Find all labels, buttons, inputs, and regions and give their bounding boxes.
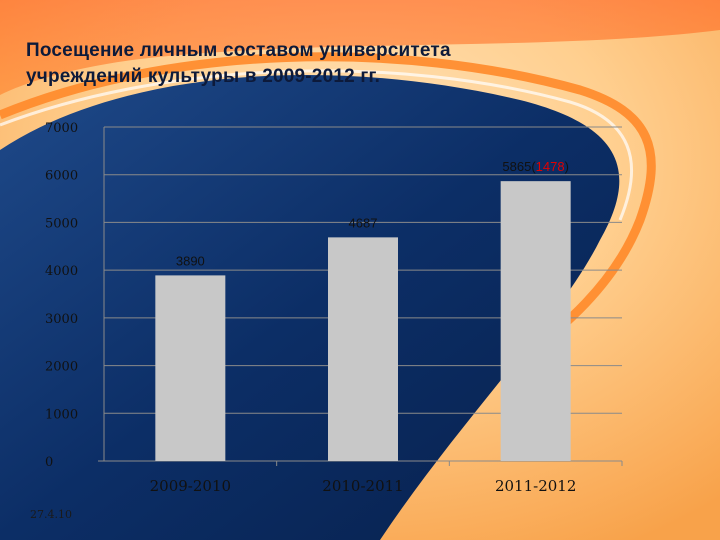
y-tick-label: 6000 xyxy=(45,169,78,184)
data-label: 4687 xyxy=(349,215,378,230)
y-tick-label: 1000 xyxy=(45,407,78,422)
title-line-2: учреждений культуры в 2009-2012 гг. xyxy=(26,66,381,87)
x-tick-label: 2011-2012 xyxy=(495,477,576,495)
y-tick-label: 4000 xyxy=(45,264,78,279)
y-tick-label: 3000 xyxy=(45,312,78,327)
bar xyxy=(500,181,571,462)
data-label: 3890 xyxy=(176,253,205,268)
data-label-highlight: 1478 xyxy=(536,159,565,174)
slide-title: Посещение личным составом университета у… xyxy=(26,38,686,90)
title-line-1: Посещение личным составом университета xyxy=(26,40,451,61)
x-tick-label: 2009-2010 xyxy=(150,477,231,495)
y-tick-label: 0 xyxy=(45,455,53,470)
x-tick-label: 2010-2011 xyxy=(322,477,403,495)
y-tick-label: 5000 xyxy=(45,216,78,231)
y-tick-label: 2000 xyxy=(45,360,78,375)
data-label: 5865(1478) xyxy=(502,159,569,174)
bar xyxy=(155,275,226,461)
slide-date: 27.4.10 xyxy=(30,508,72,521)
bar xyxy=(328,237,398,461)
y-tick-label: 7000 xyxy=(45,121,78,136)
